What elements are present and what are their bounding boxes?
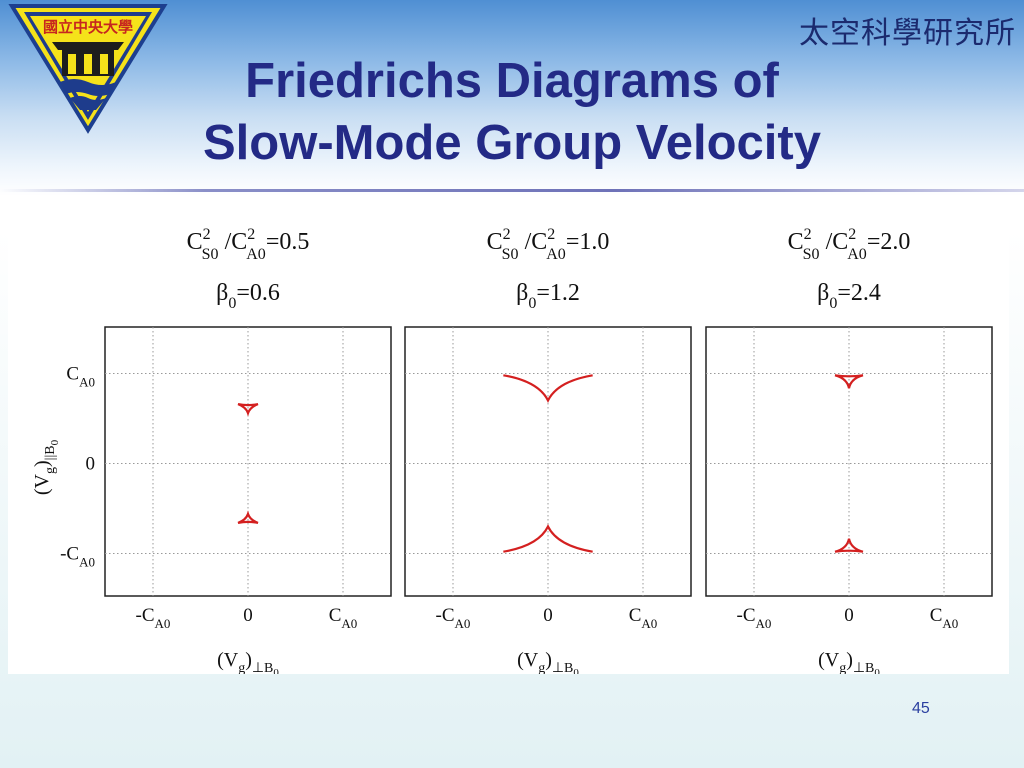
param-ratio-1: C2 S0 /C2 A0=0.5: [187, 226, 310, 263]
panel-1: C2 S0 /C2 A0=0.5 β0=0.6 -CA0 0 CA0 (Vg)⊥B0 CA0 0 -…: [31, 226, 392, 679]
x-tick-pos: CA0: [629, 605, 658, 631]
param-beta-3: β0=2.4: [817, 280, 881, 312]
param-beta-1: β0=0.6: [216, 280, 280, 312]
x-tick-zero: 0: [243, 605, 253, 626]
y-axis-label: (Vg)||B0: [31, 439, 61, 495]
institute-name: 太空科學研究所: [799, 16, 1016, 51]
x-axis-label: (Vg)⊥B0: [217, 649, 279, 674]
y-tick-pos: CA0: [66, 364, 95, 390]
x-tick-neg: -CA0: [136, 605, 171, 631]
x-axis-label: (Vg)⊥B0: [818, 649, 880, 674]
x-axis-label: (Vg)⊥B0: [517, 649, 579, 674]
y-tick-zero: 0: [86, 454, 96, 475]
slow-mode-cusp-curve: [503, 524, 593, 553]
slide-header: [0, 0, 1024, 196]
slow-mode-cusp-curve: [834, 538, 864, 553]
param-ratio-3: C2 S0 /C2 A0=2.0: [788, 226, 911, 263]
x-tick-pos: CA0: [329, 605, 358, 631]
slow-mode-cusp-curve: [237, 510, 259, 524]
param-ratio-2: C2 S0 /C2 A0=1.0: [487, 226, 610, 263]
x-tick-neg: -CA0: [436, 605, 471, 631]
slide-number: 45: [912, 700, 930, 717]
slide-title: Friedrichs Diagrams of Slow-Mode Group V…: [0, 50, 1024, 174]
param-beta-2: β0=1.2: [516, 280, 580, 312]
panel-3: C2 S0 /C2 A0=2.0 β0=2.4 -CA0 0 CA0 (Vg)⊥B0: [705, 226, 993, 679]
friedrichs-figure: C2 S0 /C2 A0=0.5 β0=0.6 -CA0 0 CA0 (Vg)⊥B0 CA0 0 -…: [8, 208, 1009, 679]
title-line-1: Friedrichs Diagrams of: [245, 54, 779, 108]
slow-mode-cusp-curve: [834, 374, 864, 389]
x-tick-zero: 0: [844, 605, 854, 626]
x-tick-pos: CA0: [930, 605, 959, 631]
title-line-2: Slow-Mode Group Velocity: [202, 116, 821, 170]
x-tick-neg: -CA0: [737, 605, 772, 631]
y-tick-neg: -CA0: [60, 544, 95, 570]
x-tick-zero: 0: [543, 605, 553, 626]
slow-mode-cusp-curve: [237, 403, 259, 417]
slow-mode-cusp-curve: [503, 374, 593, 403]
logo-text: 國立中央大學: [43, 18, 133, 36]
university-logo: 國立中央大學: [8, 4, 168, 134]
panel-2: C2 S0 /C2 A0=1.0 β0=1.2 -CA0 0 CA0 (Vg)⊥B0: [404, 226, 692, 679]
header-divider: [0, 189, 1024, 192]
friedrichs-diagrams-svg: C2 S0 /C2 A0=0.5 β0=0.6 -CA0 0 CA0 (Vg)⊥B0 CA0 0 -…: [31, 226, 993, 679]
